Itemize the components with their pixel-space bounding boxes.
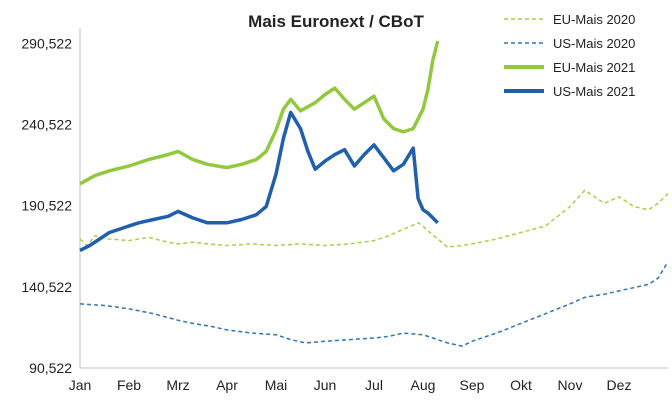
x-tick-labels: Jan Feb Mrz Apr Mai Jun Jul Aug Sep Okt Nov Dez [69,377,632,393]
x-tick-label: Dez [607,377,632,393]
x-tick-label: Apr [216,377,238,393]
x-tick-label: Okt [510,377,532,393]
legend-item-us-mais-2021: US-Mais 2021 [504,84,635,99]
series-line-eu-mais-2020 [79,189,669,248]
x-tick-label: Mrz [166,377,189,393]
legend-item-us-mais-2020: US-Mais 2020 [504,36,635,51]
series-line-us-mais-2020 [79,261,669,347]
y-tick-label: 190,522 [21,198,72,214]
x-tick-label: Jan [69,377,92,393]
y-tick-label: 90,522 [29,360,72,376]
x-tick-label: Jun [314,377,337,393]
x-tick-label: Nov [558,377,583,393]
x-tick-label: Sep [460,377,485,393]
axes [79,28,668,369]
y-tick-labels: 290,522 240,522 190,522 140,522 90,522 [21,35,72,376]
legend-label-eu-mais-2020: EU-Mais 2020 [553,12,635,27]
y-tick-label: 240,522 [21,117,72,133]
legend: EU-Mais 2020 US-Mais 2020 EU-Mais 2021 U… [504,12,635,99]
x-tick-label: Aug [411,377,436,393]
y-tick-label: 290,522 [21,35,72,51]
series-line-eu-mais-2021 [79,40,440,186]
legend-label-eu-mais-2021: EU-Mais 2021 [553,60,635,75]
legend-item-eu-mais-2020: EU-Mais 2020 [504,12,635,27]
chart-title: Mais Euronext / CBoT [248,12,424,31]
series-layer [79,40,669,347]
legend-item-eu-mais-2021: EU-Mais 2021 [504,60,635,75]
legend-label-us-mais-2020: US-Mais 2020 [553,36,635,51]
x-tick-label: Jul [365,377,383,393]
y-tick-label: 140,522 [21,279,72,295]
series-line-us-mais-2021 [79,110,439,252]
legend-label-us-mais-2021: US-Mais 2021 [553,84,635,99]
x-tick-label: Feb [117,377,141,393]
x-tick-label: Mai [265,377,288,393]
